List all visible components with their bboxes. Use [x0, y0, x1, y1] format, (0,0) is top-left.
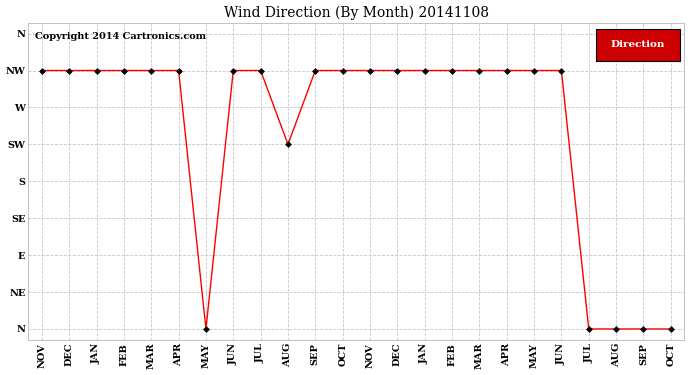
Text: Copyright 2014 Cartronics.com: Copyright 2014 Cartronics.com [34, 32, 206, 41]
FancyBboxPatch shape [596, 29, 680, 61]
Title: Wind Direction (By Month) 20141108: Wind Direction (By Month) 20141108 [224, 6, 489, 20]
Text: Direction: Direction [611, 40, 665, 49]
